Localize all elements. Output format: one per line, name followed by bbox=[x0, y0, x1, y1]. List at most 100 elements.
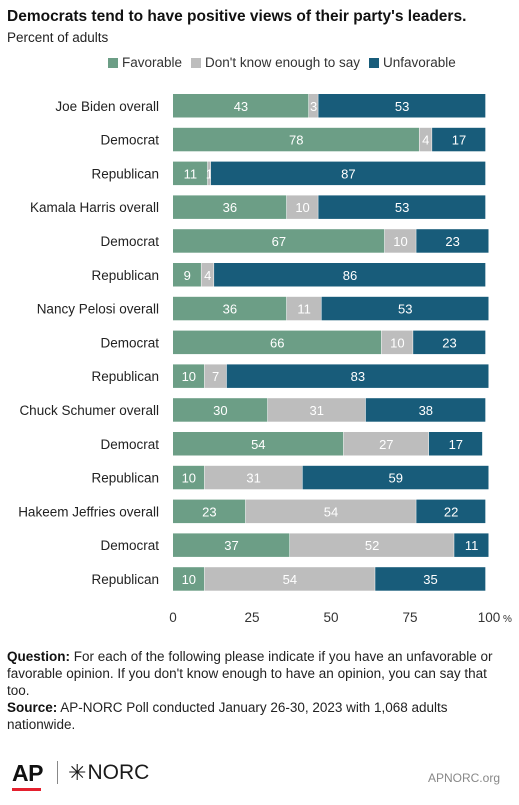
bar-dont-know bbox=[381, 330, 413, 355]
x-tick-label: 100 bbox=[478, 610, 501, 625]
bar-unfavorable bbox=[375, 567, 486, 591]
data-label-favorable: 67 bbox=[272, 234, 286, 249]
category-label: Democrat bbox=[100, 335, 159, 350]
data-label-dont-know: 31 bbox=[246, 471, 260, 486]
question-note: Question: For each of the following plea… bbox=[7, 648, 512, 699]
bar-dont-know bbox=[419, 127, 432, 152]
data-label-unfavorable: 23 bbox=[445, 234, 459, 249]
chart-title: Democrats tend to have positive views of… bbox=[7, 8, 467, 25]
legend-item-dont-know: Don't know enough to say bbox=[191, 55, 360, 70]
bar-dont-know bbox=[204, 567, 375, 591]
category-label: Democrat bbox=[100, 437, 159, 452]
data-label-dont-know: 10 bbox=[390, 335, 404, 350]
category-label: Republican bbox=[91, 369, 159, 384]
x-tick-label: 50 bbox=[323, 610, 338, 625]
data-label-unfavorable: 86 bbox=[343, 268, 357, 283]
data-label-unfavorable: 83 bbox=[351, 369, 365, 384]
legend-swatch-favorable bbox=[108, 57, 118, 68]
bar-unfavorable bbox=[210, 161, 486, 186]
x-tick-label: 75 bbox=[402, 610, 417, 625]
x-tick-label: 0 bbox=[169, 610, 177, 625]
norc-star-icon: ✳ bbox=[68, 760, 87, 785]
data-label-dont-know: 10 bbox=[393, 234, 407, 249]
question-label: Question: bbox=[7, 649, 70, 664]
bar-dont-know bbox=[267, 398, 366, 422]
data-label-dont-know: 52 bbox=[365, 538, 379, 553]
legend-swatch-dont-know bbox=[191, 57, 202, 68]
bar-unfavorable bbox=[302, 465, 489, 490]
data-label-favorable: 78 bbox=[289, 133, 303, 148]
bar-favorable bbox=[173, 364, 205, 388]
bar-unfavorable bbox=[365, 398, 486, 422]
bar-favorable bbox=[173, 94, 309, 118]
bar-favorable bbox=[173, 432, 344, 456]
data-label-favorable: 30 bbox=[213, 403, 227, 418]
source-note: Source: AP-NORC Poll conducted January 2… bbox=[7, 699, 512, 733]
ap-logo-underline bbox=[12, 788, 41, 791]
data-label-unfavorable: 23 bbox=[442, 335, 456, 350]
bar-dont-know bbox=[286, 195, 318, 219]
data-label-dont-know: 11 bbox=[297, 302, 311, 317]
data-label-favorable: 36 bbox=[223, 200, 237, 215]
data-label-favorable: 36 bbox=[223, 302, 237, 317]
bar-unfavorable bbox=[226, 364, 489, 388]
data-label-unfavorable: 35 bbox=[423, 572, 437, 587]
bar-dont-know bbox=[245, 499, 416, 524]
bar-unfavorable bbox=[318, 195, 486, 219]
data-label-unfavorable: 22 bbox=[444, 504, 458, 519]
data-label-dont-know: 54 bbox=[324, 504, 338, 519]
chart-notes: Question: For each of the following plea… bbox=[7, 648, 512, 733]
question-text: For each of the following please indicat… bbox=[7, 649, 493, 698]
x-axis-unit: % bbox=[503, 614, 512, 625]
bar-dont-know bbox=[201, 263, 214, 287]
bar-favorable bbox=[173, 127, 419, 152]
data-label-unfavorable: 53 bbox=[395, 200, 409, 215]
bar-dont-know bbox=[286, 296, 322, 321]
x-tick-label: 25 bbox=[244, 610, 259, 625]
data-label-unfavorable: 59 bbox=[389, 471, 403, 486]
data-label-dont-know: 7 bbox=[212, 369, 219, 384]
data-label-unfavorable: 11 bbox=[465, 538, 479, 553]
legend-label-unfavorable: Unfavorable bbox=[382, 55, 456, 70]
category-label: Democrat bbox=[100, 538, 159, 553]
bar-dont-know bbox=[204, 465, 303, 490]
category-label: Republican bbox=[91, 268, 159, 283]
data-label-unfavorable: 53 bbox=[395, 99, 409, 114]
bar-dont-know bbox=[289, 533, 454, 557]
bar-unfavorable bbox=[428, 432, 483, 456]
bar-unfavorable bbox=[321, 296, 489, 321]
bar-favorable bbox=[173, 465, 205, 490]
data-label-unfavorable: 38 bbox=[419, 403, 433, 418]
bar-dont-know bbox=[207, 161, 211, 186]
bar-unfavorable bbox=[318, 94, 486, 118]
bar-favorable bbox=[173, 533, 290, 557]
footer-url: APNORC.org bbox=[427, 771, 500, 785]
data-label-favorable: 43 bbox=[234, 99, 248, 114]
category-label: Republican bbox=[91, 166, 159, 181]
legend: Favorable Don't know enough to say Unfav… bbox=[108, 55, 465, 70]
bar-unfavorable bbox=[413, 330, 486, 355]
category-label: Chuck Schumer overall bbox=[19, 403, 159, 418]
bar-favorable bbox=[173, 567, 205, 591]
data-label-favorable: 10 bbox=[182, 471, 196, 486]
chart-subtitle: Percent of adults bbox=[7, 30, 109, 45]
category-label: Kamala Harris overall bbox=[30, 200, 159, 215]
data-label-favorable: 10 bbox=[182, 369, 196, 384]
source-label: Source: bbox=[7, 700, 58, 715]
data-label-dont-know: 54 bbox=[283, 572, 297, 587]
bar-dont-know bbox=[204, 364, 227, 388]
bar-favorable bbox=[173, 398, 268, 422]
bar-unfavorable bbox=[416, 499, 486, 524]
data-label-dont-know: 31 bbox=[310, 403, 324, 418]
source-text: AP-NORC Poll conducted January 26-30, 20… bbox=[7, 700, 448, 732]
bar-dont-know bbox=[308, 94, 318, 118]
data-label-unfavorable: 17 bbox=[449, 437, 463, 452]
bar-unfavorable bbox=[416, 229, 489, 253]
bar-unfavorable bbox=[214, 263, 486, 287]
bar-favorable bbox=[173, 330, 382, 355]
legend-item-unfavorable: Unfavorable bbox=[368, 55, 456, 70]
bar-favorable bbox=[173, 161, 208, 186]
category-label: Republican bbox=[91, 471, 159, 486]
data-label-dont-know: 10 bbox=[295, 200, 309, 215]
